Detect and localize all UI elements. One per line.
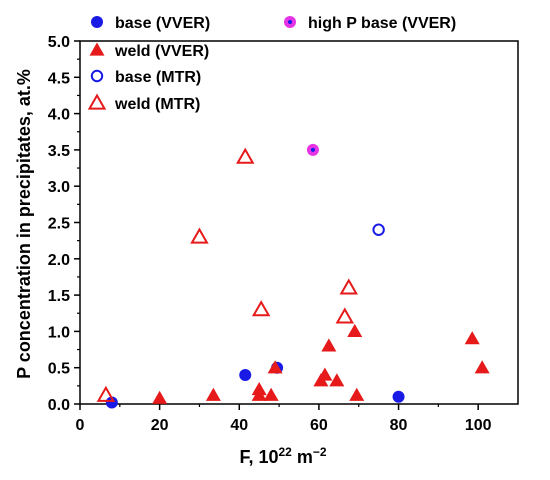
data-point [329, 373, 345, 387]
legend-item: weld (VVER) [89, 42, 209, 60]
y-tick-label: 1.5 [48, 288, 70, 305]
data-point [474, 360, 490, 374]
x-tick-label: 100 [465, 417, 492, 434]
x-tick-label: 60 [310, 417, 328, 434]
y-tick-label: 4.0 [48, 107, 70, 124]
y-tick-label: 3.5 [48, 143, 70, 160]
marker-center [288, 20, 292, 24]
data-point [349, 387, 365, 401]
data-point [321, 338, 337, 352]
legend-label: base (VVER) [115, 15, 210, 32]
data-point [392, 390, 405, 403]
y-tick-label: 3.0 [48, 179, 70, 196]
legend-label: weld (VVER) [114, 43, 209, 60]
legend-item: weld (MTR) [87, 93, 200, 113]
legend-item: base (VVER) [91, 15, 210, 32]
y-tick-label: 4.5 [48, 70, 70, 87]
data-point [464, 331, 480, 345]
data-point [267, 360, 283, 374]
x-axis-title: F, 1022 m−2 [239, 445, 326, 467]
legend-marker [91, 16, 103, 28]
legend-label: base (MTR) [115, 69, 201, 86]
y-axis: 0.0 0.5 1.0 1.5 2.0 2.5 3.0 3.5 4.0 4.5 5.0 [48, 34, 80, 414]
legend-marker [89, 42, 105, 56]
legend-item: high P base (VVER) [284, 15, 456, 32]
data-point [152, 390, 168, 404]
data-markers [96, 143, 490, 409]
y-tick-label: 0.5 [48, 361, 70, 378]
y-tick-label: 2.5 [48, 216, 70, 233]
data-point [317, 367, 333, 381]
legend-item: base (MTR) [90, 69, 201, 86]
x-tick-label: 0 [76, 417, 85, 434]
data-point [251, 300, 271, 317]
data-point [335, 307, 355, 324]
legend-label: high P base (VVER) [308, 15, 456, 32]
legend-marker [87, 93, 107, 110]
y-tick-label: 1.0 [48, 324, 70, 341]
legend-marker [90, 69, 104, 83]
x-tick-label: 80 [390, 417, 408, 434]
x-tick-label: 40 [230, 417, 248, 434]
y-axis-title: P concentration in precipitates, at.% [14, 69, 34, 379]
data-point [251, 387, 267, 401]
data-point [263, 387, 279, 401]
data-point [96, 385, 116, 402]
y-tick-label: 2.0 [48, 252, 70, 269]
x-tick-label: 20 [151, 417, 169, 434]
legend-label: weld (MTR) [114, 96, 200, 113]
data-point [205, 387, 221, 401]
legend: base (VVER) weld (VVER) base (MTR) weld (MT… [87, 15, 456, 113]
data-point [372, 223, 385, 236]
y-tick-label: 5.0 [48, 34, 70, 51]
data-point [105, 396, 118, 409]
data-point [190, 227, 209, 244]
data-point [347, 323, 363, 338]
data-point [236, 147, 255, 164]
y-tick-label: 0.0 [48, 397, 70, 414]
x-axis: 0 20 40 60 80 100 [76, 404, 492, 434]
data-point [306, 143, 319, 156]
legend-marker [284, 16, 296, 28]
data-point [339, 278, 358, 295]
data-point [239, 368, 252, 381]
marker-center [310, 147, 315, 152]
